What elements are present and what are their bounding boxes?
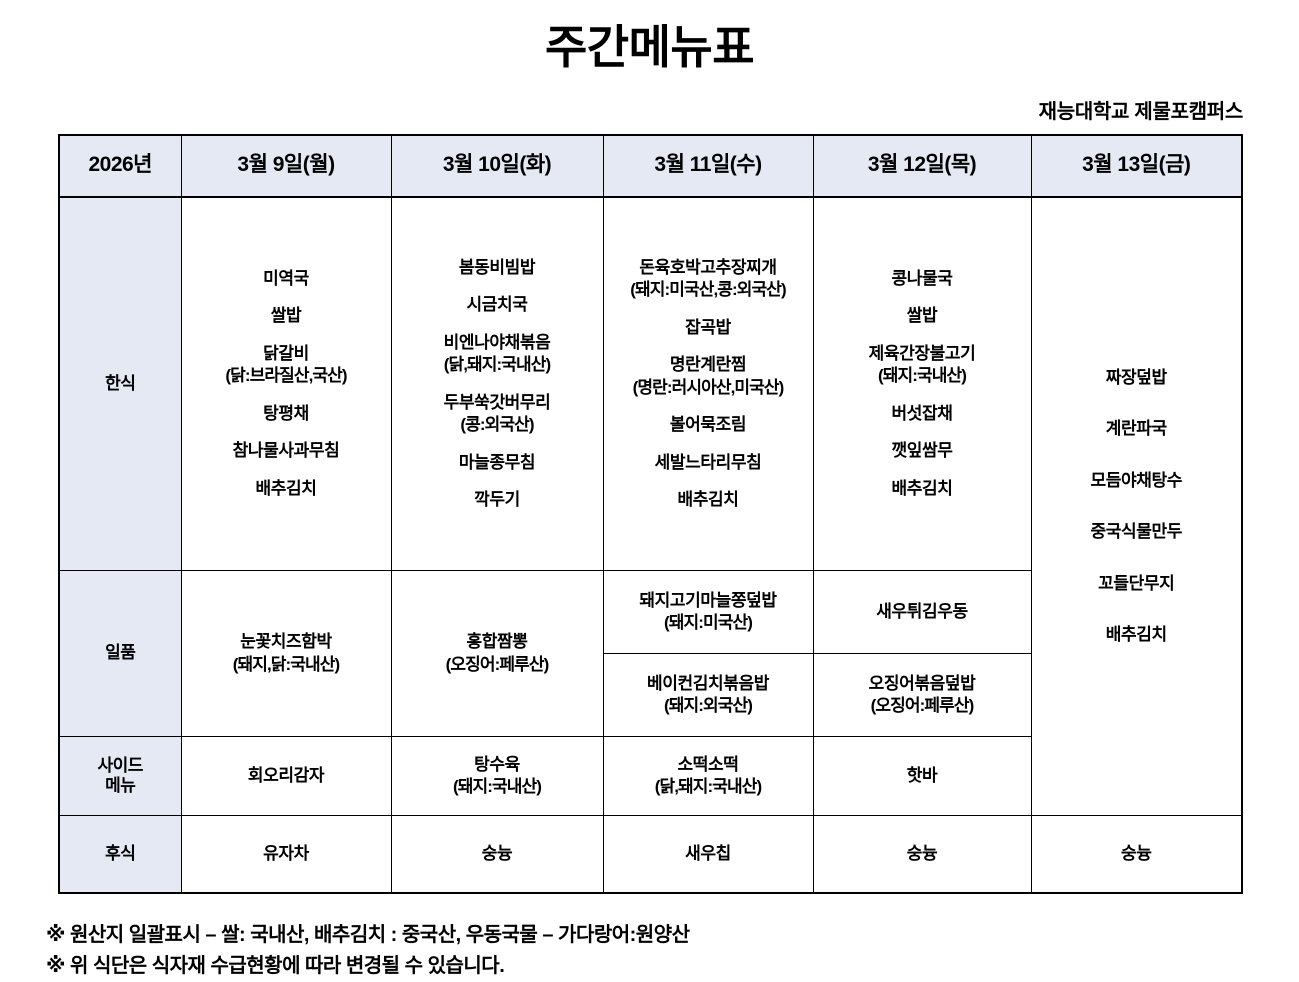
dish-item: 쌀밥 [270,306,302,326]
table-header-row: 2026년 3월 9일(월) 3월 10일(화) 3월 11일(수) 3월 12… [58,134,1243,198]
cell-dessert-friday: 숭늉 [1030,814,1243,894]
category-label-side-line1: 사이드 [97,755,144,775]
dish-item: 탕수육 (돼지:국내산) [395,753,600,799]
cell-special-wednesday-a: 돼지고기마늘쫑덮밥 (돼지:미국산) [602,569,814,654]
dish-item: 오징어볶음덮밥 (오징어:페루산) [817,672,1028,718]
dish-item: 꼬들단무지 [1098,573,1175,593]
dish-origin: (오징어:페루산) [445,654,550,674]
cell-side-thursday: 핫바 [812,735,1032,816]
header-year: 2026년 [58,134,182,198]
cell-special-thursday-b: 오징어볶음덮밥 (오징어:페루산) [812,652,1032,737]
dish-item: 잡곡밥 [685,317,731,337]
dish-item: 시금치국 [466,295,528,315]
page-title: 주간메뉴표 [544,21,755,73]
campus-subtitle: 재능대학교 제물포캠퍼스 [1038,100,1244,123]
dish-origin: (닭,돼지:국내산) [654,777,762,797]
cell-korean-monday: 미역국 쌀밥 닭갈비 (닭:브라질산,국산) 탕평채 참나물사과무침 배추김치 [180,196,392,571]
category-label-dessert: 후식 [58,814,182,894]
category-label-side: 사이드 메뉴 [58,735,182,816]
cell-korean-wednesday: 돈육호박고추장찌개 (돼지:미국산,콩:외국산) 잡곡밥 명란계란찜 (명란:러시아… [602,196,814,571]
dish-item: 돈육호박고추장찌개 (돼지:미국산,콩:외국산) [607,256,810,302]
cell-friday-merged: 짜장덮밥 계란파국 모듬야채탕수 중국식물만두 꼬들단무지 배추김치 [1030,196,1243,816]
cell-side-wednesday: 소떡소떡 (닭,돼지:국내산) [602,735,814,816]
cell-special-monday: 눈꽃치즈함박 (돼지,닭:국내산) [180,569,392,737]
dish-item: 배추김치 [891,478,953,498]
dish-item: 돼지고기마늘쫑덮밥 (돼지:미국산) [607,589,810,635]
dish-item: 배추김치 [677,489,739,509]
dish-origin: (오징어:페루산) [870,696,975,716]
header-thursday: 3월 12일(목) [812,134,1032,198]
header-wednesday: 3월 11일(수) [602,134,814,198]
cell-korean-thursday: 콩나물국 쌀밥 제육간장불고기 (돼지:국내산) 버섯잡채 깻잎쌈무 배추김치 [812,196,1032,571]
dish-item: 베이컨김치볶음밥 (돼지:외국산) [607,672,810,718]
dish-item: 중국식물만두 [1090,522,1183,542]
dish-item: 두부쑥갓버무리 (콩:외국산) [395,391,600,437]
footer-notes: ※ 원산지 일괄표시 – 쌀: 국내산, 배추김치 : 중국산, 우동국물 – … [0,894,1299,982]
dish-origin: (돼지:국내산) [878,366,967,386]
dish-item: 볼어묵조림 [669,415,747,435]
dish-item: 탕평채 [263,403,309,423]
dish-origin: (돼지:미국산) [664,613,753,633]
table-row-special-b: 베이컨김치볶음밥 (돼지:외국산) 오징어볶음덮밥 (오징어:페루산) [59,652,1242,737]
dish-origin: (돼지:외국산) [664,696,753,716]
cell-dessert-thursday: 숭늉 [812,814,1032,894]
cell-dessert-tuesday: 숭늉 [390,814,604,894]
dish-item: 짜장덮밥 [1105,367,1167,387]
cell-side-tuesday: 탕수육 (돼지:국내산) [390,735,604,816]
table-row-special-a: 일품 눈꽃치즈함박 (돼지,닭:국내산) 홍합짬뽕 (오징어:페루산) 돼지고기마늘… [58,569,1242,737]
dish-origin: (돼지:미국산,콩:외국산) [630,280,786,300]
dish-item: 참나물사과무침 [232,441,340,461]
weekly-menu-table: 2026년 3월 9일(월) 3월 10일(화) 3월 11일(수) 3월 12… [58,133,1243,894]
dish-item: 새우튀김우동 [876,601,968,621]
dish-origin: (명란:러시아산,미국산) [632,377,785,397]
dish-item: 깻잎쌈무 [891,441,953,461]
dish-item: 버섯잡채 [891,403,953,423]
dish-origin: (돼지:국내산) [453,777,542,797]
dish-item: 마늘종무침 [458,452,536,472]
dish-item: 홍합짬뽕 (오징어:페루산) [395,630,600,676]
header-monday: 3월 9일(월) [180,134,392,198]
dish-item: 눈꽃치즈함박 (돼지,닭:국내산) [185,630,388,676]
cell-side-monday: 회오리감자 [180,735,392,816]
category-label-side-line2: 메뉴 [105,775,136,795]
cell-dessert-monday: 유자차 [180,814,392,894]
dish-item: 세발느타리무침 [654,452,762,472]
note-origin-summary: ※ 원산지 일괄표시 – 쌀: 국내산, 배추김치 : 중국산, 우동국물 – … [46,923,690,946]
dish-item: 회오리감자 [247,765,325,785]
dish-item: 소떡소떡 (닭,돼지:국내산) [607,753,810,799]
category-label-special: 일품 [58,569,182,737]
dish-item: 배추김치 [1105,625,1167,644]
cell-korean-tuesday: 봄동비빔밥 시금치국 비엔나야채볶음 (닭,돼지:국내산) 두부쑥갓버무리 (콩:외… [390,196,604,571]
dish-item: 비엔나야채볶음 (닭,돼지:국내산) [395,331,600,377]
dish-item: 계란파국 [1105,419,1167,439]
dish-origin: (닭,돼지:국내산) [443,355,551,375]
dish-item: 쌀밥 [906,306,938,326]
dish-origin: (닭:브라질산,국산) [225,366,347,386]
dish-item: 미역국 [263,269,309,288]
dish-item: 명란계란찜 (명란:러시아산,미국산) [607,353,810,399]
menu-table-container: 2026년 3월 9일(월) 3월 10일(화) 3월 11일(수) 3월 12… [0,124,1299,894]
cell-special-tuesday: 홍합짬뽕 (오징어:페루산) [390,569,604,737]
table-row-dessert: 후식 유자차 숭늉 새우칩 숭늉 숭늉 [58,814,1243,894]
header-tuesday: 3월 10일(화) [390,134,604,198]
category-label-korean: 한식 [58,196,182,571]
cell-special-wednesday-b: 베이컨김치볶음밥 (돼지:외국산) [602,652,814,737]
header-friday: 3월 13일(금) [1030,134,1243,198]
note-menu-change: ※ 위 식단은 식자재 수급현황에 따라 변경될 수 있습니다. [46,954,505,977]
dish-item: 콩나물국 [891,269,953,288]
cell-special-thursday-a: 새우튀김우동 [812,569,1032,654]
dish-item: 제육간장불고기 (돼지:국내산) [817,342,1028,388]
dish-origin: (콩:외국산) [460,415,534,435]
dish-item: 봄동비빔밥 [458,257,536,277]
dish-item: 닭갈비 (닭:브라질산,국산) [185,342,388,388]
dish-item: 깍두기 [474,489,520,509]
dish-item: 모듬야채탕수 [1090,470,1183,490]
cell-dessert-wednesday: 새우칩 [602,814,814,894]
dish-origin: (돼지,닭:국내산) [232,654,340,674]
dish-item: 핫바 [906,765,938,785]
dish-item: 배추김치 [255,478,317,498]
table-row-korean: 한식 미역국 쌀밥 닭갈비 (닭:브라질산,국산) 탕평채 참나물사과무침 배추김… [58,196,1243,816]
table-row-side: 사이드 메뉴 회오리감자 탕수육 (돼지:국내산) 소떡소떡 (닭,돼지:국내산) … [58,735,1242,816]
